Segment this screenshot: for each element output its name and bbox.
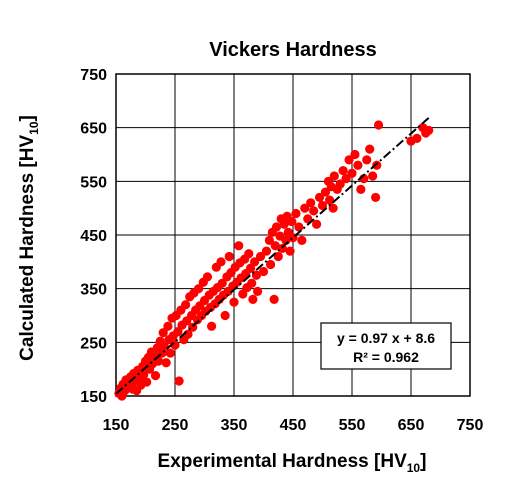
data-point <box>174 376 184 386</box>
trendline <box>115 117 430 395</box>
data-point <box>424 125 434 135</box>
data-point <box>324 195 335 205</box>
y-tick-label: 350 <box>80 282 107 299</box>
data-point <box>224 251 234 262</box>
y-tick-label: 650 <box>80 121 107 138</box>
data-point <box>297 235 307 245</box>
data-point <box>371 192 381 203</box>
data-point <box>309 206 319 216</box>
data-point <box>206 321 217 331</box>
data-point <box>356 184 366 194</box>
x-tick-label: 250 <box>162 417 189 434</box>
data-point <box>303 214 313 224</box>
data-point <box>158 328 168 338</box>
y-tick-label: 150 <box>80 389 107 406</box>
data-point <box>244 249 254 259</box>
data-point <box>216 257 226 267</box>
data-point <box>300 203 310 213</box>
data-point <box>350 149 360 160</box>
data-point <box>271 222 282 232</box>
data-point <box>165 348 175 358</box>
x-tick-label: 350 <box>221 417 248 434</box>
plot-area-border <box>115 73 471 397</box>
data-point <box>285 246 295 256</box>
x-tick-label: 650 <box>398 417 425 434</box>
data-point <box>314 192 325 203</box>
data-point <box>368 171 378 181</box>
equation-text: y = 0.97 x + 8.6 <box>337 330 435 346</box>
data-point <box>159 342 169 352</box>
data-point <box>150 371 161 381</box>
y-tick-label: 750 <box>80 67 107 84</box>
chart-title: Vickers Hardness <box>209 39 377 61</box>
data-point <box>291 208 301 219</box>
data-point <box>347 168 357 178</box>
equation-box: y = 0.97 x + 8.6 R² = 0.962 <box>320 322 452 370</box>
data-point <box>220 310 230 321</box>
x-tick-label: 550 <box>339 417 366 434</box>
data-point <box>373 120 384 130</box>
data-point <box>258 266 269 277</box>
data-point <box>247 278 257 288</box>
data-point <box>317 200 328 211</box>
data-point <box>294 222 304 232</box>
data-point <box>362 155 372 165</box>
data-point <box>163 321 173 331</box>
data-point <box>279 219 289 229</box>
data-point <box>181 300 191 310</box>
data-point <box>265 259 276 270</box>
data-point <box>353 160 363 170</box>
y-tick-labels: 150 250 350 450 550 650 750 <box>80 67 107 406</box>
data-point <box>344 155 354 165</box>
data-point <box>161 358 171 368</box>
x-axis-label: Experimental Hardness [HV10] <box>158 451 427 475</box>
data-point <box>329 171 339 181</box>
data-point <box>306 198 316 208</box>
data-point <box>139 369 149 380</box>
data-point <box>202 272 213 282</box>
y-axis-label: Calculated Hardness [HV10] <box>17 115 41 361</box>
y-tick-label: 250 <box>80 335 107 352</box>
data-point <box>250 257 260 267</box>
data-point <box>217 278 227 288</box>
data-point <box>328 203 338 213</box>
y-tick-label: 450 <box>80 228 107 245</box>
r-squared-text: R² = 0.962 <box>353 349 419 365</box>
data-point <box>253 286 263 296</box>
data-point <box>194 284 204 294</box>
data-point <box>229 297 239 307</box>
y-tick-label: 550 <box>80 174 107 191</box>
data-point <box>273 251 283 262</box>
x-tick-label: 450 <box>280 417 307 434</box>
data-point <box>269 294 279 304</box>
data-point <box>312 219 322 229</box>
data-point <box>261 246 272 256</box>
data-point <box>335 179 345 189</box>
data-point <box>234 241 244 251</box>
data-point <box>270 241 280 251</box>
data-point <box>264 235 274 245</box>
x-tick-labels: 150 250 350 450 550 650 750 <box>103 417 484 434</box>
data-point <box>412 133 422 143</box>
data-points <box>114 120 434 401</box>
data-point <box>320 187 331 197</box>
data-point <box>372 160 382 170</box>
data-point <box>341 174 351 184</box>
data-point <box>255 251 266 262</box>
data-point <box>365 144 375 154</box>
x-tick-label: 750 <box>457 417 484 434</box>
data-point <box>142 377 152 387</box>
data-point <box>338 166 348 176</box>
data-point <box>248 294 258 304</box>
x-tick-label: 150 <box>103 417 130 434</box>
data-point <box>287 216 297 227</box>
